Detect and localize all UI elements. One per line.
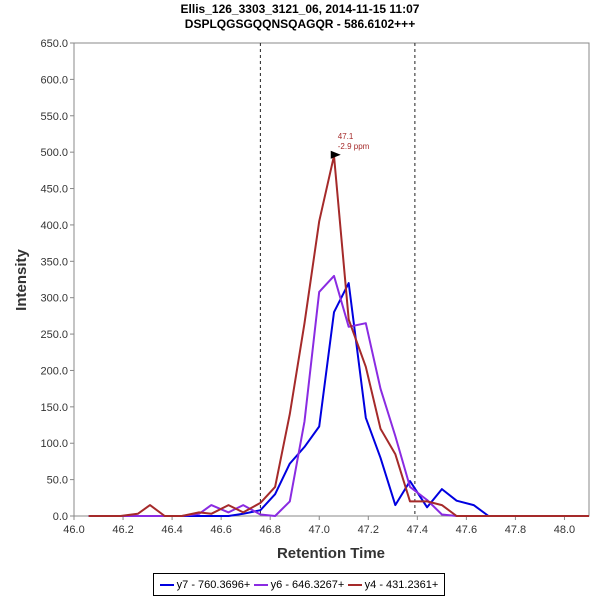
x-tick-label: 47.0 [309,524,330,536]
legend-item: y7 - 760.3696+ [159,578,251,591]
legend-swatch [347,583,362,586]
x-tick-label: 46.4 [161,524,182,536]
y-tick-label: 100.0 [40,438,68,450]
x-tick-label: 47.8 [505,524,526,536]
x-tick-label: 46.0 [63,524,84,536]
y-tick-label: 500.0 [40,147,68,159]
chart-legend: y7 - 760.3696+ y6 - 646.3267+ y4 - 431.236… [153,573,445,596]
chart-subtitle: DSPLQGSGQQNSQAGQR - 586.6102+++ [185,17,415,31]
y-tick-label: 450.0 [40,184,68,196]
x-tick-label: 46.2 [112,524,133,536]
legend-item: y4 - 431.2361+ [347,578,439,591]
peak-annotation-text: 47.1 [338,132,354,141]
legend-label: y6 - 646.3267+ [270,578,345,591]
x-tick-label: 47.4 [407,524,428,536]
y-tick-label: 550.0 [40,111,68,123]
chart-title: Ellis_126_3303_3121_06, 2014-11-15 11:07 [181,2,420,16]
legend-item: y6 - 646.3267+ [253,578,345,591]
x-tick-label: 48.0 [554,524,575,536]
x-tick-label: 46.6 [210,524,231,536]
y-tick-label: 0.0 [53,511,68,523]
x-tick-label: 46.8 [259,524,280,536]
plot-area [73,42,590,517]
peak-annotation-text: -2.9 ppm [338,142,370,151]
y-tick-label: 50.0 [47,475,68,487]
x-axis-label: Retention Time [277,545,385,562]
legend-label: y4 - 431.2361+ [364,578,439,591]
y-tick-label: 200.0 [40,365,68,377]
legend-swatch [159,583,174,586]
series-line [88,274,589,517]
y-tick-label: 150.0 [40,402,68,414]
y-tick-label: 400.0 [40,220,68,232]
y-tick-label: 300.0 [40,293,68,305]
series-line [88,282,589,517]
x-tick-label: 47.6 [456,524,477,536]
legend-label: y7 - 760.3696+ [176,578,251,591]
y-tick-label: 600.0 [40,74,68,86]
y-tick-label: 350.0 [40,256,68,268]
y-tick-label: 650.0 [40,38,68,50]
y-axis-label: Intensity [13,249,30,311]
peak-marker-arrow [330,150,341,159]
series-line [88,154,589,517]
legend-swatch [253,583,268,586]
x-tick-label: 47.2 [358,524,379,536]
y-tick-label: 250.0 [40,329,68,341]
